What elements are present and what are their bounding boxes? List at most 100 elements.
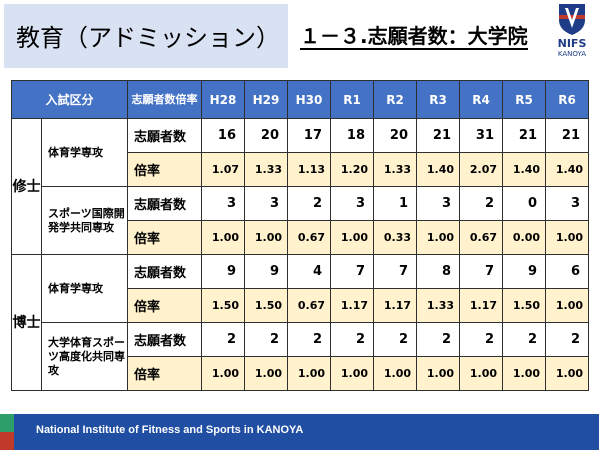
applicants-cell: 2 bbox=[459, 322, 504, 357]
ratio-cell: 0.00 bbox=[502, 220, 547, 255]
header-year: R3 bbox=[416, 80, 461, 119]
major-name: スポーツ国際開発学共同専攻 bbox=[40, 186, 129, 255]
ratio-cell: 1.00 bbox=[201, 220, 246, 255]
row-label: 倍率 bbox=[127, 152, 203, 187]
nifs-emblem-icon bbox=[559, 4, 585, 35]
table-row: 大学体育スポーツ高度化共同専攻 志願者数 2 2 2 2 2 2 2 2 2 bbox=[12, 322, 590, 391]
applicants-cell: 9 bbox=[201, 254, 246, 289]
ratio-cell: 1.33 bbox=[416, 288, 461, 323]
applicants-cell: 2 bbox=[287, 322, 332, 357]
applicants-cell: 2 bbox=[502, 322, 547, 357]
ratio-cell: 1.00 bbox=[330, 220, 375, 255]
applicants-cell: 3 bbox=[201, 186, 246, 221]
header-category: 入試区分 bbox=[10, 80, 129, 119]
ratio-cell: 1.33 bbox=[244, 152, 289, 187]
category-master: 修士 bbox=[11, 118, 42, 255]
ratio-cell: 2.07 bbox=[459, 152, 504, 187]
ratio-cell: 1.00 bbox=[459, 356, 504, 391]
applicants-cell: 9 bbox=[244, 254, 289, 289]
applicants-cell: 21 bbox=[545, 118, 590, 153]
table-header-row: 入試区分 志願者数倍率 H28 H29 H30 R1 R2 R3 R4 R5 R… bbox=[10, 80, 590, 119]
ratio-cell: 1.00 bbox=[545, 220, 590, 255]
applicants-cell: 31 bbox=[459, 118, 504, 153]
logo-subtext: KANOYA bbox=[557, 50, 587, 58]
ratio-cell: 1.00 bbox=[416, 220, 461, 255]
applicants-cell: 6 bbox=[545, 254, 590, 289]
table-row: 修士 体育学専攻 志願者数 16 20 17 18 20 21 31 21 21 bbox=[11, 118, 590, 255]
ratio-cell: 1.00 bbox=[244, 356, 289, 391]
ratio-cell: 1.50 bbox=[502, 288, 547, 323]
row-label: 志願者数 bbox=[127, 254, 203, 289]
ratio-cell: 1.00 bbox=[416, 356, 461, 391]
footer-accent-red bbox=[0, 432, 14, 450]
ratio-cell: 1.00 bbox=[201, 356, 246, 391]
applicants-cell: 4 bbox=[287, 254, 332, 289]
row-label: 倍率 bbox=[127, 356, 203, 391]
applicants-cell: 2 bbox=[244, 322, 289, 357]
footer-accent-green bbox=[0, 414, 14, 432]
applicants-cell: 9 bbox=[502, 254, 547, 289]
applicants-cell: 3 bbox=[244, 186, 289, 221]
row-label: 志願者数 bbox=[127, 186, 203, 221]
applicants-cell: 3 bbox=[330, 186, 375, 221]
ratio-cell: 0.67 bbox=[287, 220, 332, 255]
applicants-cell: 2 bbox=[459, 186, 504, 221]
major-name: 体育学専攻 bbox=[40, 254, 129, 323]
ratio-cell: 1.50 bbox=[244, 288, 289, 323]
header-year: H28 bbox=[201, 80, 246, 119]
applicants-cell: 2 bbox=[201, 322, 246, 357]
header-metric: 志願者数倍率 bbox=[127, 80, 203, 119]
header-year: R2 bbox=[373, 80, 418, 119]
ratio-cell: 1.50 bbox=[201, 288, 246, 323]
row-label: 志願者数 bbox=[127, 322, 203, 357]
applicants-cell: 7 bbox=[330, 254, 375, 289]
major-name: 体育学専攻 bbox=[40, 118, 129, 187]
header-year: R5 bbox=[502, 80, 547, 119]
ratio-cell: 1.17 bbox=[459, 288, 504, 323]
applicants-cell: 3 bbox=[545, 186, 590, 221]
applicants-cell: 2 bbox=[330, 322, 375, 357]
ratio-cell: 1.00 bbox=[244, 220, 289, 255]
ratio-cell: 0.67 bbox=[459, 220, 504, 255]
table-row: スポーツ国際開発学共同専攻 志願者数 3 3 2 3 1 3 2 0 3 bbox=[12, 186, 590, 255]
ratio-cell: 1.00 bbox=[545, 288, 590, 323]
header-year: R1 bbox=[330, 80, 375, 119]
ratio-cell: 1.40 bbox=[545, 152, 590, 187]
footer-bar bbox=[0, 414, 599, 450]
ratio-cell: 1.07 bbox=[201, 152, 246, 187]
ratio-cell: 1.13 bbox=[287, 152, 332, 187]
applicants-cell: 20 bbox=[373, 118, 418, 153]
row-label: 倍率 bbox=[127, 288, 203, 323]
ratio-cell: 1.17 bbox=[373, 288, 418, 323]
applicants-cell: 2 bbox=[545, 322, 590, 357]
title-box: 教育（アドミッション） bbox=[4, 4, 288, 68]
applicants-cell: 18 bbox=[330, 118, 375, 153]
ratio-cell: 1.00 bbox=[502, 356, 547, 391]
applicants-cell: 21 bbox=[416, 118, 461, 153]
table-row: 倍率 1.00 1.00 1.00 1.00 1.00 1.00 1.00 1.… bbox=[12, 356, 590, 391]
ratio-cell: 1.17 bbox=[330, 288, 375, 323]
major-name: 大学体育スポーツ高度化共同専攻 bbox=[40, 322, 129, 391]
applicants-cell: 16 bbox=[201, 118, 246, 153]
header-year: R6 bbox=[545, 80, 590, 119]
nifs-logo: NIFS KANOYA bbox=[548, 2, 596, 68]
row-label: 倍率 bbox=[127, 220, 203, 255]
header-year: R4 bbox=[459, 80, 504, 119]
ratio-cell: 1.00 bbox=[330, 356, 375, 391]
applicants-table: 入試区分 志願者数倍率 H28 H29 H30 R1 R2 R3 R4 R5 R… bbox=[10, 80, 590, 391]
applicants-cell: 17 bbox=[287, 118, 332, 153]
table-row: 倍率 1.00 1.00 0.67 1.00 0.33 1.00 0.67 0.… bbox=[12, 220, 590, 255]
applicants-cell: 7 bbox=[459, 254, 504, 289]
logo-text: NIFS bbox=[557, 37, 587, 50]
applicants-cell: 2 bbox=[416, 322, 461, 357]
applicants-cell: 0 bbox=[502, 186, 547, 221]
ratio-cell: 1.00 bbox=[373, 356, 418, 391]
ratio-cell: 1.33 bbox=[373, 152, 418, 187]
applicants-cell: 20 bbox=[244, 118, 289, 153]
table-row: 倍率 1.07 1.33 1.13 1.20 1.33 1.40 2.07 1.… bbox=[12, 152, 590, 187]
applicants-cell: 7 bbox=[373, 254, 418, 289]
ratio-cell: 1.20 bbox=[330, 152, 375, 187]
category-doctor: 博士 bbox=[11, 254, 42, 391]
applicants-cell: 2 bbox=[373, 322, 418, 357]
applicants-cell: 3 bbox=[416, 186, 461, 221]
